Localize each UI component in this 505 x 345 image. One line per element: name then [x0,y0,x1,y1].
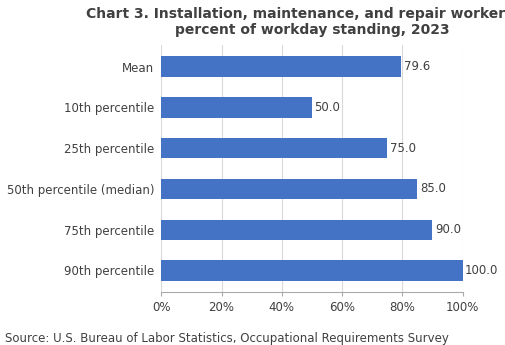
Text: Source: U.S. Bureau of Labor Statistics, Occupational Requirements Survey: Source: U.S. Bureau of Labor Statistics,… [5,332,448,345]
Text: 79.6: 79.6 [402,60,429,73]
Bar [161,138,386,158]
Text: 85.0: 85.0 [419,183,445,196]
Text: 90.0: 90.0 [434,223,460,236]
Text: 100.0: 100.0 [464,264,497,277]
Bar [161,260,462,281]
Title: Chart 3. Installation, maintenance, and repair workers by
percent of workday sta: Chart 3. Installation, maintenance, and … [86,7,505,37]
Bar [161,219,432,240]
Bar [161,97,312,118]
Text: 50.0: 50.0 [314,101,339,114]
Bar [161,179,417,199]
Text: 75.0: 75.0 [389,142,415,155]
Bar [161,57,400,77]
